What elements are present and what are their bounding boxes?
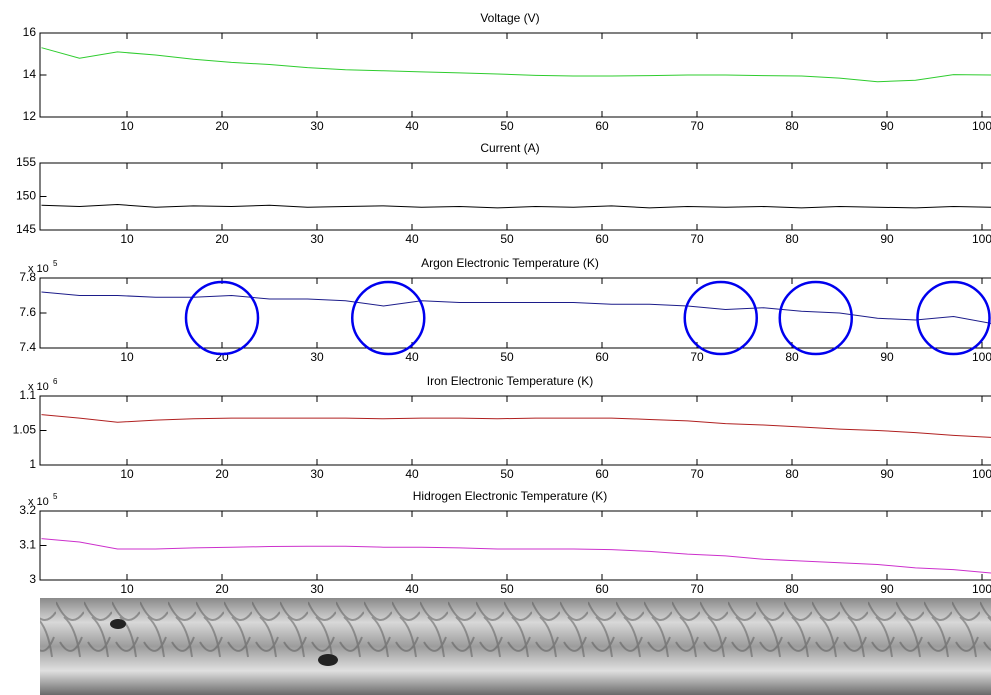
x-tick-label: 20 — [215, 350, 229, 364]
axis-multiplier: x 10 — [28, 263, 49, 275]
chart-title: Iron Electronic Temperature (K) — [427, 374, 594, 388]
x-tick-label: 60 — [595, 232, 609, 246]
x-tick-label: 90 — [880, 467, 894, 481]
y-tick-label: 1.05 — [13, 423, 37, 437]
x-tick-label: 80 — [785, 350, 799, 364]
x-tick-label: 20 — [215, 467, 229, 481]
axes-box — [40, 278, 991, 348]
weld-photo — [40, 598, 991, 695]
x-tick-label: 70 — [690, 350, 704, 364]
axis-multiplier-power: 5 — [53, 492, 58, 501]
x-tick-label: 30 — [310, 350, 324, 364]
y-tick-label: 145 — [16, 222, 36, 236]
chart-title: Voltage (V) — [480, 11, 539, 25]
x-tick-label: 60 — [595, 582, 609, 596]
axes-box — [40, 396, 991, 465]
x-tick-label: 90 — [880, 582, 894, 596]
x-tick-label: 40 — [405, 119, 419, 133]
y-tick-label: 3 — [29, 572, 36, 586]
y-tick-label: 7.6 — [19, 305, 36, 319]
y-tick-label: 7.4 — [19, 340, 36, 354]
series-line — [42, 539, 991, 574]
y-tick-label: 1 — [29, 457, 36, 471]
x-tick-label: 40 — [405, 467, 419, 481]
highlight-circle — [780, 282, 852, 354]
y-tick-label: 14 — [23, 67, 37, 81]
x-tick-label: 70 — [690, 582, 704, 596]
x-tick-label: 100 — [972, 350, 991, 364]
highlight-circle — [685, 282, 757, 354]
highlight-circle — [918, 282, 990, 354]
series-line — [42, 48, 991, 82]
x-tick-label: 60 — [595, 119, 609, 133]
x-tick-label: 90 — [880, 350, 894, 364]
series-line — [42, 415, 991, 438]
series-line — [42, 205, 991, 208]
x-tick-label: 40 — [405, 232, 419, 246]
chart-title: Hidrogen Electronic Temperature (K) — [413, 489, 608, 503]
x-tick-label: 20 — [215, 119, 229, 133]
x-tick-label: 30 — [310, 119, 324, 133]
x-tick-label: 70 — [690, 467, 704, 481]
x-tick-label: 100 — [972, 119, 991, 133]
axis-multiplier-power: 5 — [53, 259, 58, 268]
x-tick-label: 10 — [120, 582, 134, 596]
x-tick-label: 80 — [785, 119, 799, 133]
x-tick-label: 100 — [972, 232, 991, 246]
x-tick-label: 30 — [310, 582, 324, 596]
x-tick-label: 80 — [785, 467, 799, 481]
x-tick-label: 50 — [500, 119, 514, 133]
x-tick-label: 40 — [405, 350, 419, 364]
y-tick-label: 150 — [16, 189, 36, 203]
series-line — [42, 292, 991, 324]
x-tick-label: 50 — [500, 232, 514, 246]
x-tick-label: 60 — [595, 350, 609, 364]
axis-multiplier: x 10 — [28, 496, 49, 508]
x-tick-label: 80 — [785, 582, 799, 596]
x-tick-label: 30 — [310, 232, 324, 246]
y-tick-label: 16 — [23, 25, 37, 39]
x-tick-label: 50 — [500, 467, 514, 481]
x-tick-label: 80 — [785, 232, 799, 246]
x-tick-label: 20 — [215, 232, 229, 246]
x-tick-label: 90 — [880, 119, 894, 133]
y-tick-label: 155 — [16, 155, 36, 169]
x-tick-label: 70 — [690, 232, 704, 246]
y-tick-label: 12 — [23, 109, 37, 123]
x-tick-label: 100 — [972, 467, 991, 481]
x-tick-label: 40 — [405, 582, 419, 596]
figure: Voltage (V)102030405060708090100121416Cu… — [0, 0, 991, 695]
y-tick-label: 3.1 — [19, 538, 36, 552]
chart-title: Argon Electronic Temperature (K) — [421, 256, 599, 270]
x-tick-label: 50 — [500, 582, 514, 596]
axes-box — [40, 511, 991, 580]
x-tick-label: 10 — [120, 467, 134, 481]
x-tick-label: 10 — [120, 119, 134, 133]
x-tick-label: 10 — [120, 350, 134, 364]
axis-multiplier-power: 6 — [53, 377, 58, 386]
axis-multiplier: x 10 — [28, 381, 49, 393]
x-tick-label: 10 — [120, 232, 134, 246]
x-tick-label: 50 — [500, 350, 514, 364]
x-tick-label: 90 — [880, 232, 894, 246]
x-tick-label: 100 — [972, 582, 991, 596]
x-tick-label: 60 — [595, 467, 609, 481]
chart-title: Current (A) — [480, 141, 539, 155]
highlight-circle — [352, 282, 424, 354]
x-tick-label: 20 — [215, 582, 229, 596]
axes-box — [40, 163, 991, 230]
x-tick-label: 70 — [690, 119, 704, 133]
x-tick-label: 30 — [310, 467, 324, 481]
